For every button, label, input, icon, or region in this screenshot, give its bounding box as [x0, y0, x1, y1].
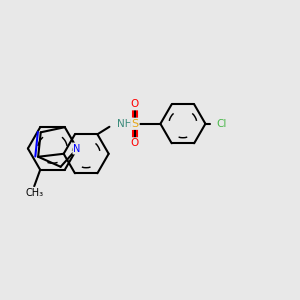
Text: Cl: Cl — [217, 119, 227, 129]
Text: S: S — [131, 119, 139, 129]
Text: CH₃: CH₃ — [25, 188, 43, 198]
Text: O: O — [131, 99, 139, 109]
Text: N: N — [74, 143, 81, 154]
Text: O: O — [131, 138, 139, 148]
Text: NH: NH — [117, 119, 132, 129]
